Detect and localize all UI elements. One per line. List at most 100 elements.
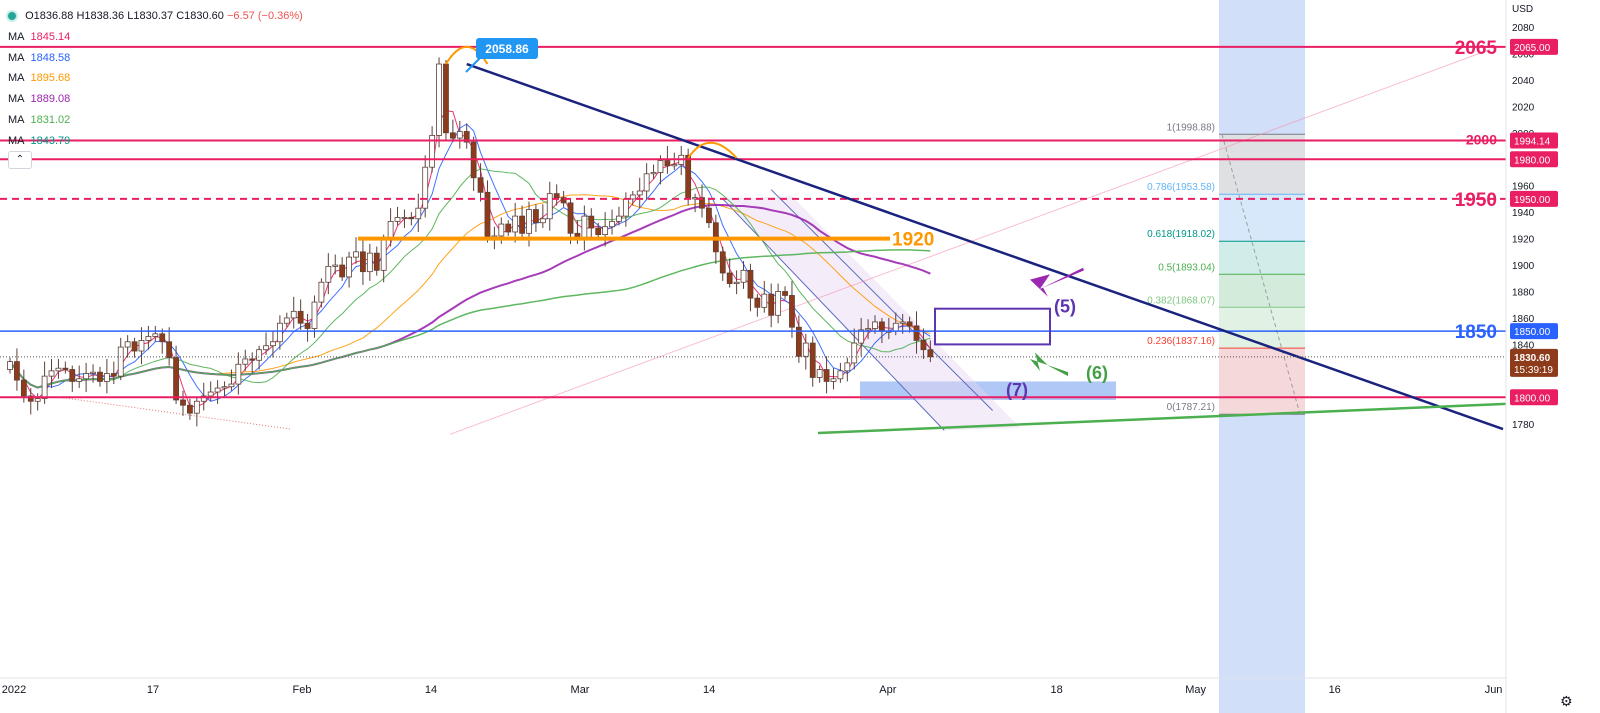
candle-body [380,238,387,271]
chevron-up-icon: ⌃ [15,154,25,165]
level-label: 1950 [1455,190,1497,211]
ma-value: 1831.02 [30,113,71,126]
candle-body [27,395,34,402]
axis-price-tag [1510,190,1558,207]
candle-body [581,215,588,238]
candle-body [782,291,788,296]
fib-level-label: 0.236(1837.16) [1147,336,1215,347]
ohlc-readout: O1836.88 H1838.36 L1830.37 C1830.60 −6.5… [8,6,303,27]
candle-body [408,217,415,220]
y-tick-label: 1900 [1512,261,1535,272]
candle-body [41,375,48,400]
candle-body [90,371,96,374]
candle-body [325,265,332,283]
candle-body [837,370,844,380]
candle-body [207,391,214,397]
y-tick-label: 2040 [1512,76,1535,87]
y-tick-label: 1780 [1512,420,1535,431]
candle-body [865,328,871,331]
consolidation-box [934,307,1051,346]
candle-body [387,221,394,240]
y-tick-label: 1840 [1512,340,1535,351]
y-tick-label: 2020 [1512,102,1535,113]
ma-label: MA [8,113,25,126]
candle-body [899,321,906,324]
candle-body [290,310,297,319]
x-tick-label: Mar [571,684,590,696]
axis-price-tag-label: 1850.00 [1514,327,1551,338]
candle-body [332,264,339,267]
ma-value: 1895.68 [30,72,71,85]
ma-legend-row[interactable]: MA 1848.58 [8,48,303,69]
candle-body [768,293,775,316]
candle-body [519,215,525,234]
axis-price-tag [1510,151,1558,168]
candle-body [7,361,13,370]
candle-body [304,322,311,329]
candle-body [872,321,878,329]
ma-legend-row[interactable]: MA 1843.79 [8,131,303,152]
candle-body [48,370,55,377]
candle-body [242,358,249,365]
candle-body [187,404,193,414]
candle-body [588,215,595,229]
y-tick-label: 2060 [1512,49,1535,60]
candle-body [816,369,823,378]
candle-body [809,342,816,378]
candle-body [602,226,609,236]
candle-body [138,340,145,352]
candle-body [221,386,228,389]
candle-body [740,269,747,283]
candle-body [297,310,304,324]
candle-body [256,349,263,361]
fib-band [1219,348,1305,415]
change-value: −6.57 (−0.36%) [226,10,303,22]
ma-legend-row[interactable]: MA 1831.02 [8,110,303,131]
axis-price-tag-label: 1950.00 [1514,195,1551,206]
candle-body [595,227,602,236]
x-tick-label: 18 [1051,684,1063,696]
candle-body [152,333,159,337]
candle-body [373,252,380,271]
candle-body [193,400,200,414]
candle-body [69,369,76,382]
candle-body [180,399,186,406]
candle-body [892,322,899,332]
candle-body [422,166,429,209]
candle-body [775,291,782,316]
candle-body [103,373,110,382]
candle-body [844,362,851,372]
candle-body [747,269,754,299]
fib-band [1219,307,1305,349]
ma-label: MA [8,51,25,64]
candle-body [415,207,422,220]
candle-body [173,357,179,401]
candle-body [463,131,470,143]
collapse-legend-button[interactable]: ⌃ [8,151,32,169]
candle-body [616,215,622,222]
axis-price-tag-label: 1994.14 [1514,137,1551,148]
candle-body [62,367,69,370]
ma-legend-row[interactable]: MA 1889.08 [8,89,303,110]
candle-body [546,193,553,220]
gear-icon[interactable]: ⚙ [1560,693,1573,709]
candle-body [477,177,484,193]
candle-body [14,361,20,381]
candle-body [235,363,242,385]
ma-legend-row[interactable]: MA 1845.14 [8,27,303,48]
candle-body [429,135,436,168]
candle-body [512,215,519,233]
candle-body [249,358,256,361]
fib-band [1219,241,1305,275]
candle-body [436,63,442,136]
candle-body [699,197,705,209]
x-tick-label: 17 [147,684,159,696]
candle-body [719,251,726,274]
candle-body [276,322,283,343]
fib-level-label: 0.382(1868.07) [1147,295,1215,306]
candle-body [636,190,643,196]
candle-body [526,209,532,234]
ma-legend-row[interactable]: MA 1895.68 [8,68,303,89]
x-tick-label: May [1185,684,1206,696]
